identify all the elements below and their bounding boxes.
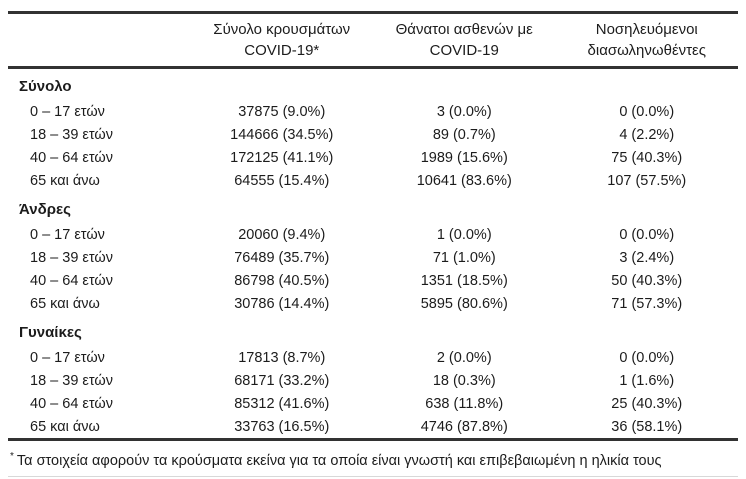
deaths-cell: 3 (0.0%) [436, 103, 492, 120]
corner-cell [8, 13, 191, 68]
table-row: 65 και άνω 33763 (16.5%) 4746 (87.8%) 36 (5… [8, 415, 738, 440]
cases-cell: 17813 (8.7%) [238, 349, 326, 366]
intubated-cell: 3 (2.4%) [619, 249, 675, 266]
intubated-cell: 71 (57.3%) [611, 295, 683, 312]
table-row: 18 – 39 ετών 144666 (34.5%) 89 (0.7%) 4 (2.… [8, 123, 738, 146]
section-header-row: Άνδρες [8, 192, 738, 223]
deaths-cell: 18 (0.3%) [432, 372, 496, 389]
cases-cell: 85312 (41.6%) [234, 395, 330, 412]
intubated-cell: 0 (0.0%) [619, 103, 675, 120]
col-header-deaths-line2: COVID-19 [429, 42, 499, 59]
deaths-cell: 638 (11.8%) [425, 395, 504, 412]
col-header-intubated: Νοσηλευόμενοι διασωληνωθέντες [556, 13, 739, 68]
cases-cell: 144666 (34.5%) [230, 126, 334, 143]
col-header-cases-line1: Σύνολο κρουσμάτων [213, 21, 351, 38]
table-row: 18 – 39 ετών 68171 (33.2%) 18 (0.3%) 1 (1.6… [8, 369, 738, 392]
table-row: 40 – 64 ετών 85312 (41.6%) 638 (11.8%) 25 (… [8, 392, 738, 415]
cases-cell: 68171 (33.2%) [234, 372, 330, 389]
intubated-cell: 75 (40.3%) [611, 149, 683, 166]
intubated-cell: 4 (2.2%) [619, 126, 675, 143]
age-label-cell: 18 – 39 ετών [30, 126, 113, 143]
intubated-cell: 0 (0.0%) [619, 349, 675, 366]
col-header-cases-line2: COVID-19* [244, 42, 320, 59]
cases-cell: 20060 (9.4%) [238, 226, 326, 243]
col-header-deaths-line1: Θάνατοι ασθενών με [395, 21, 533, 38]
col-header-intubated-line2: διασωληνωθέντες [587, 42, 706, 59]
table-row: 18 – 39 ετών 76489 (35.7%) 71 (1.0%) 3 (2.4… [8, 246, 738, 269]
cases-cell: 30786 (14.4%) [234, 295, 330, 312]
table-row: 65 και άνω 64555 (15.4%) 10641 (83.6%) 107 … [8, 169, 738, 192]
table-row: 0 – 17 ετών 17813 (8.7%) 2 (0.0%) 0 (0.0%) [8, 346, 738, 369]
empty-cell [556, 192, 739, 223]
empty-cell [556, 315, 739, 346]
empty-cell [191, 192, 374, 223]
empty-cell [373, 315, 556, 346]
cases-cell: 86798 (40.5%) [234, 272, 330, 289]
age-label-cell: 40 – 64 ετών [30, 149, 113, 166]
header-row: Σύνολο κρουσμάτων COVID-19* Θάνατοι ασθε… [8, 13, 738, 68]
bottom-rule [8, 475, 738, 477]
table-row: 0 – 17 ετών 37875 (9.0%) 3 (0.0%) 0 (0.0%) [8, 100, 738, 123]
empty-cell [373, 68, 556, 101]
section-label: Σύνολο [19, 77, 72, 95]
table-body: Σύνολο 0 – 17 ετών 37875 (9.0%) 3 (0.0%) 0 (… [8, 68, 738, 440]
intubated-cell: 36 (58.1%) [611, 418, 683, 435]
age-label-cell: 18 – 39 ετών [30, 249, 113, 266]
table-row: 0 – 17 ετών 20060 (9.4%) 1 (0.0%) 0 (0.0%) [8, 223, 738, 246]
cases-cell: 172125 (41.1%) [230, 149, 334, 166]
intubated-cell: 1 (1.6%) [619, 372, 675, 389]
deaths-cell: 5895 (80.6%) [420, 295, 508, 312]
table-header: Σύνολο κρουσμάτων COVID-19* Θάνατοι ασθε… [8, 13, 738, 68]
footnote-asterisk: * [10, 451, 14, 462]
intubated-cell: 0 (0.0%) [619, 226, 675, 243]
deaths-cell: 10641 (83.6%) [416, 172, 512, 189]
age-label-cell: 40 – 64 ετών [30, 272, 113, 289]
section-label: Άνδρες [19, 200, 71, 218]
age-label-cell: 40 – 64 ετών [30, 395, 113, 412]
deaths-cell: 89 (0.7%) [432, 126, 496, 143]
table-footnote: * Τα στοιχεία αφορούν τα κρούσματα εκείνα… [10, 448, 738, 470]
cases-cell: 76489 (35.7%) [234, 249, 330, 266]
covid-age-table: Σύνολο κρουσμάτων COVID-19* Θάνατοι ασθε… [8, 11, 738, 441]
col-header-cases: Σύνολο κρουσμάτων COVID-19* [191, 13, 374, 68]
cases-cell: 33763 (16.5%) [234, 418, 330, 435]
age-label-cell: 0 – 17 ετών [30, 226, 105, 243]
age-label-cell: 65 και άνω [30, 172, 100, 189]
intubated-cell: 50 (40.3%) [611, 272, 683, 289]
age-label-cell: 0 – 17 ετών [30, 349, 105, 366]
section-header-row: Σύνολο [8, 68, 738, 101]
deaths-cell: 71 (1.0%) [432, 249, 496, 266]
col-header-intubated-line1: Νοσηλευόμενοι [595, 21, 698, 38]
age-label-cell: 18 – 39 ετών [30, 372, 113, 389]
deaths-cell: 4746 (87.8%) [420, 418, 508, 435]
empty-cell [191, 68, 374, 101]
covid-age-table-wrap: Σύνολο κρουσμάτων COVID-19* Θάνατοι ασθε… [8, 11, 738, 441]
table-row: 40 – 64 ετών 172125 (41.1%) 1989 (15.6%) 75… [8, 146, 738, 169]
intubated-cell: 107 (57.5%) [607, 172, 687, 189]
cases-cell: 64555 (15.4%) [234, 172, 330, 189]
table-row: 40 – 64 ετών 86798 (40.5%) 1351 (18.5%) 50 … [8, 269, 738, 292]
cases-cell: 37875 (9.0%) [238, 103, 326, 120]
footnote-text: Τα στοιχεία αφορούν τα κρούσματα εκείνα … [16, 452, 662, 469]
age-label-cell: 0 – 17 ετών [30, 103, 105, 120]
report-page: Σύνολο κρουσμάτων COVID-19* Θάνατοι ασθε… [0, 11, 746, 479]
table-row: 65 και άνω 30786 (14.4%) 5895 (80.6%) 71 (5… [8, 292, 738, 315]
deaths-cell: 1351 (18.5%) [420, 272, 508, 289]
deaths-cell: 1989 (15.6%) [420, 149, 508, 166]
col-header-deaths: Θάνατοι ασθενών με COVID-19 [373, 13, 556, 68]
empty-cell [191, 315, 374, 346]
deaths-cell: 1 (0.0%) [436, 226, 492, 243]
deaths-cell: 2 (0.0%) [436, 349, 492, 366]
intubated-cell: 25 (40.3%) [611, 395, 683, 412]
age-label-cell: 65 και άνω [30, 295, 100, 312]
empty-cell [556, 68, 739, 101]
section-header-row: Γυναίκες [8, 315, 738, 346]
age-label-cell: 65 και άνω [30, 418, 100, 435]
empty-cell [373, 192, 556, 223]
section-label: Γυναίκες [19, 323, 82, 341]
